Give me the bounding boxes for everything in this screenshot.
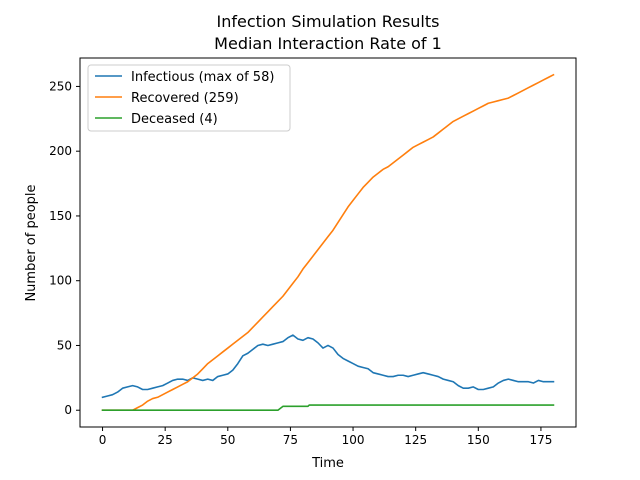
x-tick-label: 25 <box>158 433 173 447</box>
x-tick-label: 125 <box>404 433 427 447</box>
plot-frame <box>79 57 577 428</box>
chart-title-line-1: Infection Simulation Results <box>217 12 440 31</box>
y-tick-label: 0 <box>64 403 72 417</box>
y-tick-label: 150 <box>49 209 72 223</box>
y-tick-label: 250 <box>49 79 72 93</box>
legend-label-1: Recovered (259) <box>131 91 239 106</box>
y-axis-ticks: 0 50 100 150 200 250 <box>49 79 80 417</box>
chart-title-line-2: Median Interaction Rate of 1 <box>214 34 442 53</box>
chart-title: Infection Simulation Results Median Inte… <box>214 12 442 53</box>
x-tick-label: 100 <box>342 433 365 447</box>
legend-label-0: Infectious (max of 58) <box>131 70 274 85</box>
x-tick-label: 0 <box>99 433 107 447</box>
series-line-1 <box>101 73 555 412</box>
y-tick-label: 200 <box>49 144 72 158</box>
x-tick-label: 175 <box>529 433 552 447</box>
legend-box <box>87 64 291 132</box>
x-tick-label: 75 <box>283 433 298 447</box>
series-layer <box>101 73 555 412</box>
x-tick-label: 50 <box>220 433 235 447</box>
x-axis-label: Time <box>311 456 344 471</box>
y-axis-label: Number of people <box>24 184 39 301</box>
legend: Infectious (max of 58) Recovered (259) Dec… <box>87 64 291 132</box>
x-axis-ticks: 0 25 50 75 100 125 150 175 <box>99 427 552 447</box>
y-tick-label: 50 <box>57 338 72 352</box>
series-line-2 <box>101 404 555 412</box>
x-tick-label: 150 <box>467 433 490 447</box>
y-tick-label: 100 <box>49 274 72 288</box>
legend-label-2: Deceased (4) <box>131 112 218 127</box>
series-line-0 <box>101 334 555 399</box>
